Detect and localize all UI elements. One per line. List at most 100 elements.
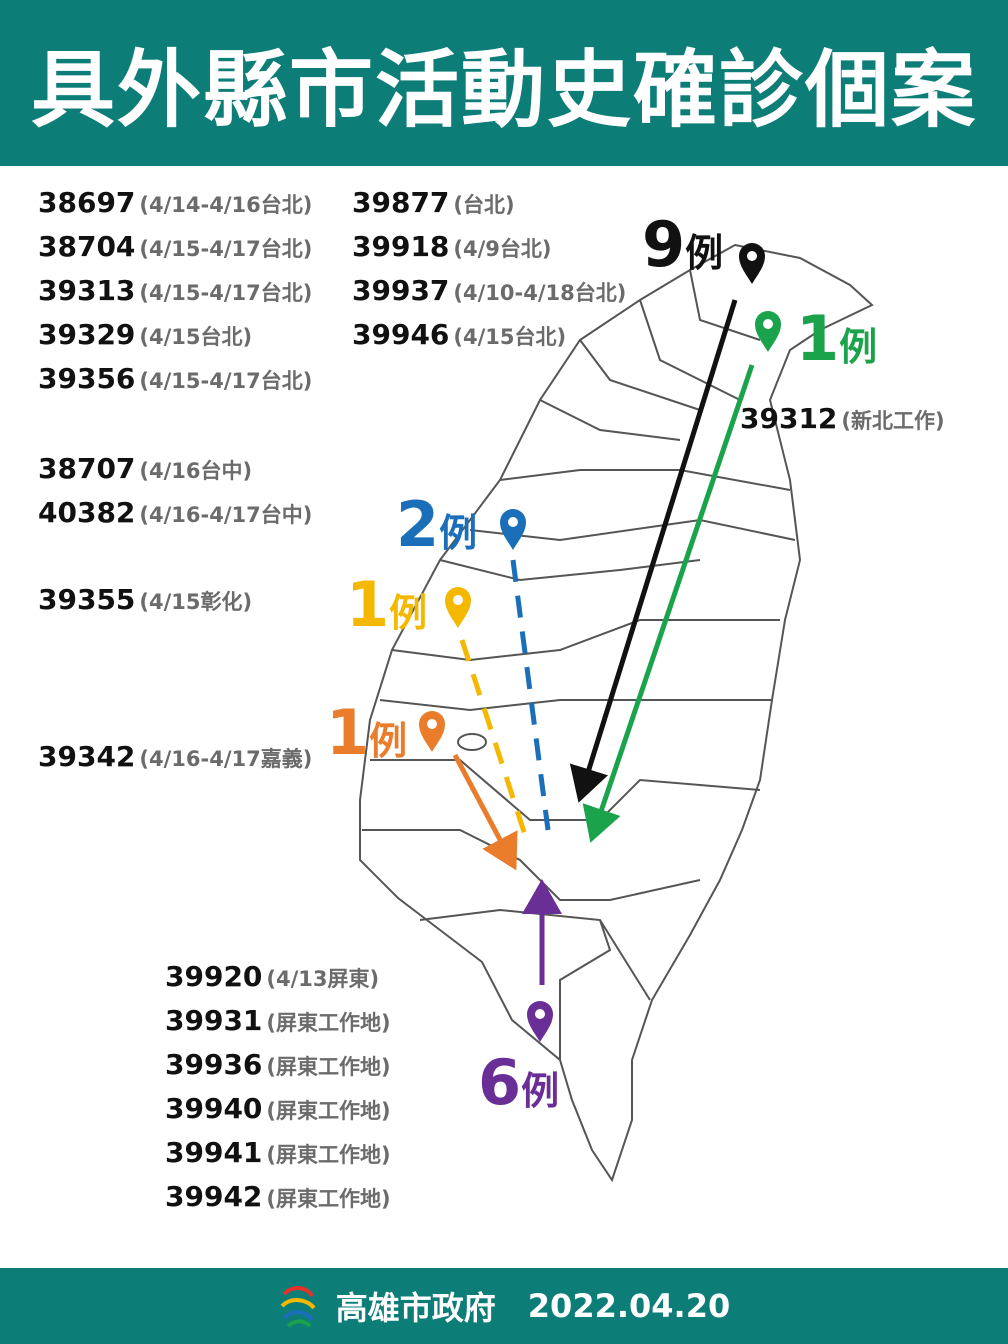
case-note: (屏東工作地) xyxy=(266,1055,391,1079)
case-id: 39942 xyxy=(165,1180,263,1213)
pin xyxy=(419,711,445,752)
case-row: 39946 (4/15台北) xyxy=(352,318,566,356)
marker-unit: 例 xyxy=(369,719,408,763)
case-note: (4/15-4/17台北) xyxy=(139,281,313,305)
org: 高雄市政府 xyxy=(335,1289,496,1327)
pin xyxy=(739,243,765,284)
logo xyxy=(280,1286,316,1328)
marker-count: 6 xyxy=(478,1046,522,1119)
pin-hole xyxy=(763,319,773,329)
pin-shape xyxy=(445,587,471,628)
case-note: (屏東工作地) xyxy=(266,1099,391,1123)
case-row: 39355 (4/15彰化) xyxy=(38,583,252,621)
case-note: (台北) xyxy=(453,193,515,217)
arrow xyxy=(582,364,755,843)
case-note: (4/15-4/17台北) xyxy=(139,369,313,393)
case-row: 39920 (4/13屏東) xyxy=(165,960,379,998)
case-row: 40382 (4/16-4/17台中) xyxy=(38,496,312,534)
case-id: 39946 xyxy=(352,318,450,351)
case-row: 38704 (4/15-4/17台北) xyxy=(38,230,312,268)
case-row: 39329 (4/15台北) xyxy=(38,318,252,356)
marker-unit: 例 xyxy=(439,511,478,555)
marker-unit: 例 xyxy=(685,231,724,275)
marker-count: 1 xyxy=(346,568,390,641)
case-id: 39877 xyxy=(352,186,450,219)
case-row: 39936 (屏東工作地) xyxy=(165,1048,391,1086)
arrow xyxy=(510,559,551,831)
case-row: 39918 (4/9台北) xyxy=(352,230,552,268)
case-note: (新北工作) xyxy=(841,409,945,433)
pin xyxy=(500,509,526,550)
date: 2022.04.20 xyxy=(527,1287,731,1325)
pin-shape xyxy=(755,311,781,352)
marker-label: 1例 xyxy=(326,696,407,769)
case-id: 39355 xyxy=(38,583,136,616)
case-id: 39931 xyxy=(165,1004,263,1037)
pin-hole xyxy=(535,1009,545,1019)
case-id: 38707 xyxy=(38,452,136,485)
case-note: (屏東工作地) xyxy=(266,1187,391,1211)
case-row: 39937 (4/10-4/18台北) xyxy=(352,274,626,312)
marker-label: 6例 xyxy=(478,1046,559,1119)
marker-label: 9例 xyxy=(642,208,723,281)
case-note: (4/15-4/17台北) xyxy=(139,237,313,261)
arrow xyxy=(569,299,738,803)
marker-count: 9 xyxy=(642,208,686,281)
pin xyxy=(755,311,781,352)
case-note: (4/9台北) xyxy=(453,237,552,261)
case-note: (4/14-4/16台北) xyxy=(139,193,313,217)
case-note: (4/16-4/17嘉義) xyxy=(139,747,313,771)
pin-hole xyxy=(508,517,518,527)
case-id: 39918 xyxy=(352,230,450,263)
case-id: 39937 xyxy=(352,274,450,307)
case-note: (4/10-4/18台北) xyxy=(453,281,627,305)
pin xyxy=(527,1001,553,1042)
case-row: 39342 (4/16-4/17嘉義) xyxy=(38,740,312,778)
case-id: 39356 xyxy=(38,362,136,395)
case-row: 39312 (新北工作) xyxy=(740,402,945,440)
case-note: (4/15台北) xyxy=(139,325,253,349)
marker-count: 1 xyxy=(796,302,840,375)
case-note: (4/16-4/17台中) xyxy=(139,503,313,527)
case-note: (屏東工作地) xyxy=(266,1011,391,1035)
case-id: 39342 xyxy=(38,740,136,773)
case-id: 39312 xyxy=(740,402,838,435)
case-note: (4/13屏東) xyxy=(266,967,380,991)
pin-shape xyxy=(527,1001,553,1042)
case-note: (4/16台中) xyxy=(139,459,253,483)
pin-hole xyxy=(747,251,757,261)
case-id: 39936 xyxy=(165,1048,263,1081)
case-id: 39920 xyxy=(165,960,263,993)
footer: 高雄市政府 2022.04.20 xyxy=(0,1268,1008,1344)
arrows xyxy=(452,299,755,985)
case-id: 39329 xyxy=(38,318,136,351)
case-row: 39877 (台北) xyxy=(352,186,515,224)
case-row: 39313 (4/15-4/17台北) xyxy=(38,274,312,312)
case-note: (4/15彰化) xyxy=(139,590,253,614)
marker-count: 1 xyxy=(326,696,370,769)
arrow xyxy=(452,753,518,871)
marker-unit: 例 xyxy=(839,325,878,369)
case-row: 38707 (4/16台中) xyxy=(38,452,252,490)
case-row: 38697 (4/14-4/16台北) xyxy=(38,186,312,224)
case-id: 40382 xyxy=(38,496,136,529)
pin-hole xyxy=(427,719,437,729)
marker-label: 2例 xyxy=(396,488,477,561)
case-row: 39356 (4/15-4/17台北) xyxy=(38,362,312,400)
pin-hole xyxy=(453,595,463,605)
case-note: (屏東工作地) xyxy=(266,1143,391,1167)
marker-unit: 例 xyxy=(521,1069,560,1113)
marker-count: 2 xyxy=(396,488,440,561)
case-id: 39941 xyxy=(165,1136,263,1169)
case-id: 38704 xyxy=(38,230,136,263)
pin-shape xyxy=(500,509,526,550)
map xyxy=(359,243,874,1183)
marker-label: 1例 xyxy=(796,302,877,375)
case-row: 39940 (屏東工作地) xyxy=(165,1092,391,1130)
case-id: 39313 xyxy=(38,274,136,307)
title: 具外縣市活動史確診個案 xyxy=(30,40,977,139)
case-note: (4/15台北) xyxy=(453,325,567,349)
case-row: 39931 (屏東工作地) xyxy=(165,1004,391,1042)
marker-label: 1例 xyxy=(346,568,427,641)
